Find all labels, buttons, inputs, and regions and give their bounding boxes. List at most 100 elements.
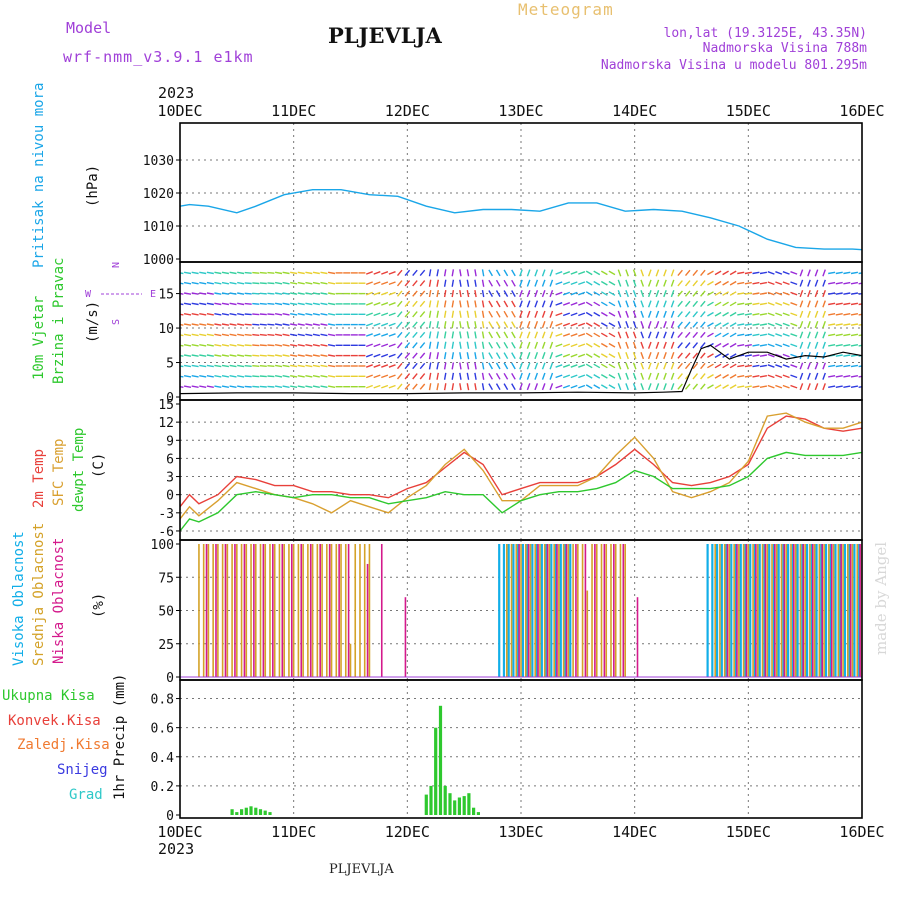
wind-arrow	[419, 373, 426, 380]
wind-arrow	[466, 289, 470, 298]
panel-pressure: 1000 1010 1020 1030	[143, 122, 863, 268]
wind-arrow	[782, 291, 790, 296]
wind-arrow	[419, 300, 426, 308]
wind-arrow	[790, 312, 798, 317]
wind-arrow	[617, 331, 622, 339]
wind-arrow	[206, 323, 214, 326]
wind-arrow	[775, 271, 783, 275]
wind-arrow	[759, 364, 768, 368]
wind-arrow	[549, 331, 554, 339]
y-tick-label-temperature: 12	[158, 416, 174, 431]
wind-arrow	[373, 384, 381, 389]
y-tick-label-clouds: 100	[151, 538, 174, 553]
wind-arrow	[585, 311, 593, 317]
wind-arrow	[737, 313, 745, 316]
wind-arrow	[692, 300, 699, 308]
wind-arrow	[822, 362, 826, 370]
wind-arrow	[327, 281, 336, 285]
wind-arrow	[578, 384, 586, 389]
legend-entry: Snijeg	[57, 762, 108, 778]
wind-arrow	[843, 344, 851, 347]
wind-arrow	[312, 333, 320, 337]
wind-arrow	[782, 374, 790, 379]
wind-arrow	[180, 282, 184, 285]
wind-arrow	[655, 352, 660, 360]
x-tick-label-bottom: 12DEC	[385, 823, 430, 841]
wind-arrow	[752, 323, 760, 326]
wind-arrow	[799, 290, 804, 298]
wind-arrow	[282, 323, 290, 326]
series-niska-oblacnost	[205, 544, 861, 677]
wind-arrow	[549, 279, 554, 287]
wind-arrow	[481, 269, 485, 277]
wind-arrow	[259, 375, 267, 378]
wind-arrow	[526, 352, 531, 360]
wind-arrow	[396, 300, 403, 308]
wind-arrow	[677, 300, 683, 308]
wind-arrow	[459, 331, 462, 339]
wind-arrow	[714, 332, 722, 338]
wind-arrow	[843, 364, 851, 368]
wind-arrow	[625, 300, 629, 308]
wind-arrow	[511, 269, 516, 277]
wind-arrow	[320, 271, 328, 275]
wind-arrow	[495, 300, 501, 308]
wind-arrow	[474, 310, 477, 318]
wind-arrow	[729, 311, 737, 317]
lonlat-text: lon,lat (19.3125E, 43.35N)	[663, 26, 868, 41]
wind-arrow	[617, 362, 622, 370]
wind-arrow	[534, 352, 539, 360]
wind-arrow	[488, 372, 494, 380]
wind-arrow	[474, 372, 477, 380]
precip-bar	[429, 785, 433, 815]
wind-arrow	[549, 321, 554, 329]
wind-arrow	[267, 302, 275, 305]
wind-arrow	[237, 323, 245, 326]
wind-arrow	[807, 279, 811, 287]
wind-arrow	[593, 291, 601, 296]
wind-arrow	[436, 372, 439, 380]
wind-arrow	[436, 279, 439, 287]
wind-arrow	[752, 344, 760, 347]
wind-arrow	[481, 331, 485, 339]
wind-arrow	[570, 384, 578, 389]
wind-arrow	[244, 354, 252, 357]
wind-arrow	[647, 279, 652, 287]
wind-arrow	[396, 290, 403, 297]
wind-arrow	[396, 373, 403, 380]
y-tick-label-precip: 0.6	[151, 722, 174, 737]
wind-arrow	[237, 313, 245, 316]
wind-arrow	[541, 341, 546, 349]
wind-arrow	[858, 365, 862, 368]
wind-arrow	[312, 364, 320, 368]
wind-arrow	[327, 354, 336, 357]
wind-arrow	[541, 352, 546, 360]
wind-arrow	[451, 300, 455, 308]
wind-arrow	[199, 271, 207, 275]
wind-arrow	[799, 310, 804, 318]
wind-arrow	[850, 364, 859, 368]
ylabel-sfc: SFC Temp	[51, 439, 67, 506]
precip-bar	[249, 806, 253, 815]
wind-arrow	[229, 333, 237, 337]
wind-arrow	[700, 362, 706, 370]
wind-arrow	[534, 269, 539, 277]
watermark: made by Angel	[872, 541, 890, 655]
wind-arrow	[608, 270, 616, 276]
wind-arrow	[814, 321, 819, 329]
wind-arrow	[807, 269, 811, 277]
x-tick-label-top: 16DEC	[839, 102, 884, 120]
wind-arrow	[206, 364, 214, 368]
wind-arrow	[722, 342, 729, 348]
wind-arrow	[404, 321, 411, 328]
wind-arrow	[412, 321, 418, 328]
wind-arrow	[555, 291, 563, 296]
wind-arrow	[381, 343, 389, 348]
wind-arrow	[199, 292, 207, 295]
wind-arrow	[655, 300, 660, 308]
wind-arrow	[822, 372, 826, 380]
wind-arrow	[822, 269, 826, 277]
wind-arrow	[617, 341, 622, 349]
wind-arrow	[600, 280, 608, 286]
wind-arrow	[282, 344, 290, 347]
